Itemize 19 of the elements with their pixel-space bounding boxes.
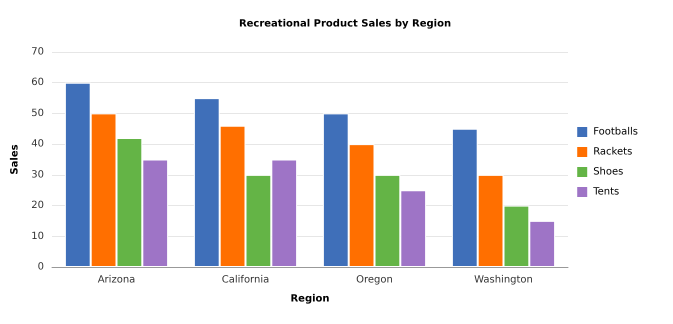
- chart-title: Recreational Product Sales by Region: [238, 18, 452, 30]
- y-tick-label: 10: [31, 230, 44, 242]
- y-tick-label: 60: [31, 77, 44, 88]
- y-tick-label: 20: [31, 200, 44, 212]
- y-tick-label: 30: [31, 169, 44, 180]
- x-axis-title: Region: [290, 294, 330, 304]
- legend-label: Rackets: [593, 146, 632, 158]
- legend-label: Tents: [592, 186, 620, 198]
- y-tick-label: 70: [31, 46, 44, 58]
- y-tick-label: 50: [31, 108, 44, 119]
- x-tick-label: Oregon: [356, 274, 393, 286]
- x-tick-label: Arizona: [98, 274, 136, 286]
- x-tick-label: Washington: [474, 274, 533, 286]
- legend-label: Footballs: [593, 126, 638, 138]
- y-tick-label: 40: [31, 138, 44, 150]
- y-tick-label: 0: [38, 262, 44, 272]
- x-tick-label: California: [222, 274, 270, 286]
- y-axis-title: Sales: [10, 144, 20, 175]
- legend-label: Shoes: [593, 166, 624, 178]
